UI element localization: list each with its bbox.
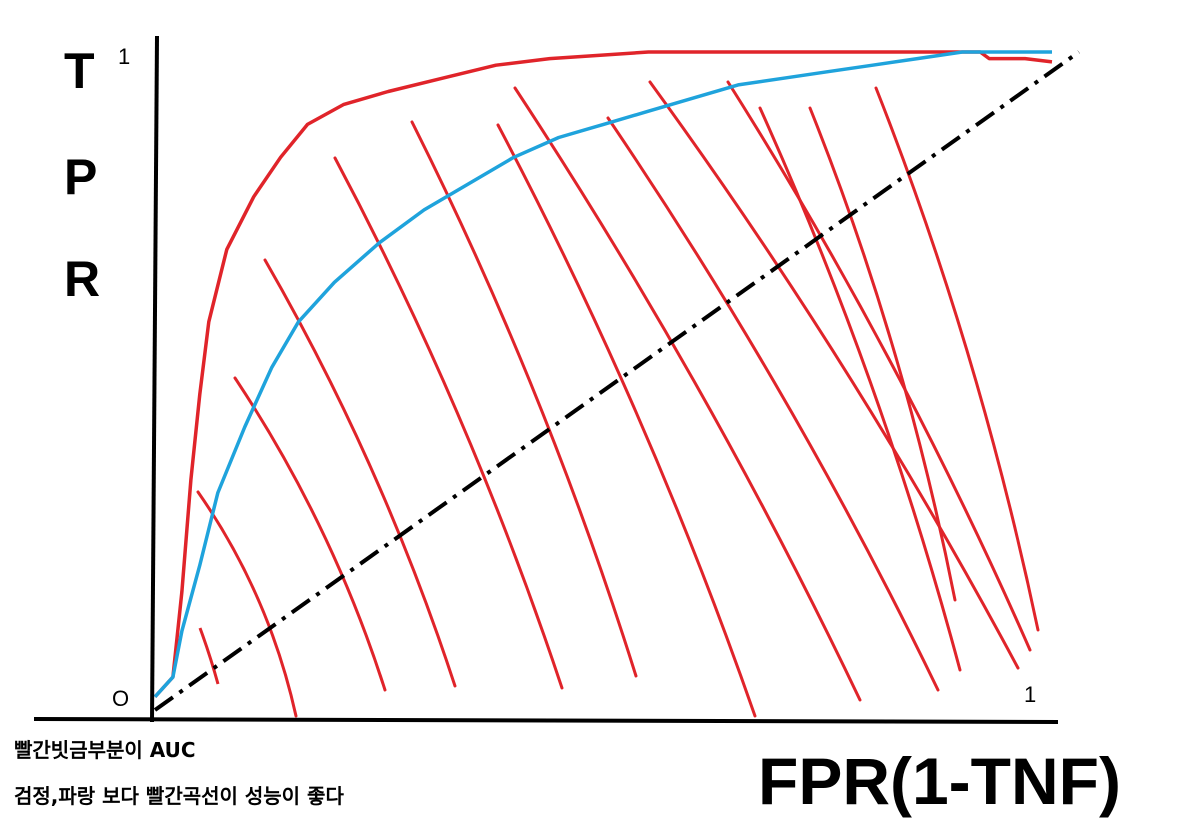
- auc-hatch-stroke: [233, 376, 387, 692]
- auc-hatch-strokes: [196, 80, 1040, 718]
- series-line-red: [153, 50, 1053, 698]
- auc-hatch-stroke: [726, 80, 1032, 652]
- auc-hatch-stroke: [758, 106, 962, 672]
- origin-label: O: [112, 686, 130, 711]
- series-line-black: [153, 50, 1081, 712]
- auc-hatch-stroke: [496, 123, 757, 718]
- ylabel-letter-r: R: [64, 251, 101, 307]
- xtick-right: 1: [1024, 682, 1037, 707]
- ylabel-letter-p: P: [64, 149, 98, 205]
- auc-hatch-stroke: [410, 120, 638, 678]
- auc-hatch-stroke: [198, 627, 220, 685]
- x-axis: [33, 717, 1059, 724]
- series-lines: [153, 50, 1081, 712]
- auc-hatch-stroke: [808, 106, 957, 602]
- auc-hatch-stroke: [606, 116, 940, 692]
- ytick-top: 1: [118, 44, 131, 69]
- auc-hatch-stroke: [648, 80, 1020, 670]
- auc-hatch-stroke: [333, 156, 564, 690]
- auc-hatch-stroke: [513, 86, 862, 702]
- series-line-blue: [153, 50, 1052, 698]
- x-axis-label: FPR(1-TNF): [758, 744, 1121, 818]
- auc-hatch-stroke: [874, 86, 1040, 632]
- auc-hatch-stroke: [196, 490, 298, 718]
- ylabel-letter-t: T: [64, 43, 95, 99]
- note-performance: 검정,파랑 보다 빨간곡선이 성능이 좋다: [14, 784, 344, 808]
- auc-hatch-stroke: [263, 258, 457, 688]
- y-axis: [150, 35, 159, 723]
- note-auc: 빨간빗금부분이 AUC: [14, 738, 196, 762]
